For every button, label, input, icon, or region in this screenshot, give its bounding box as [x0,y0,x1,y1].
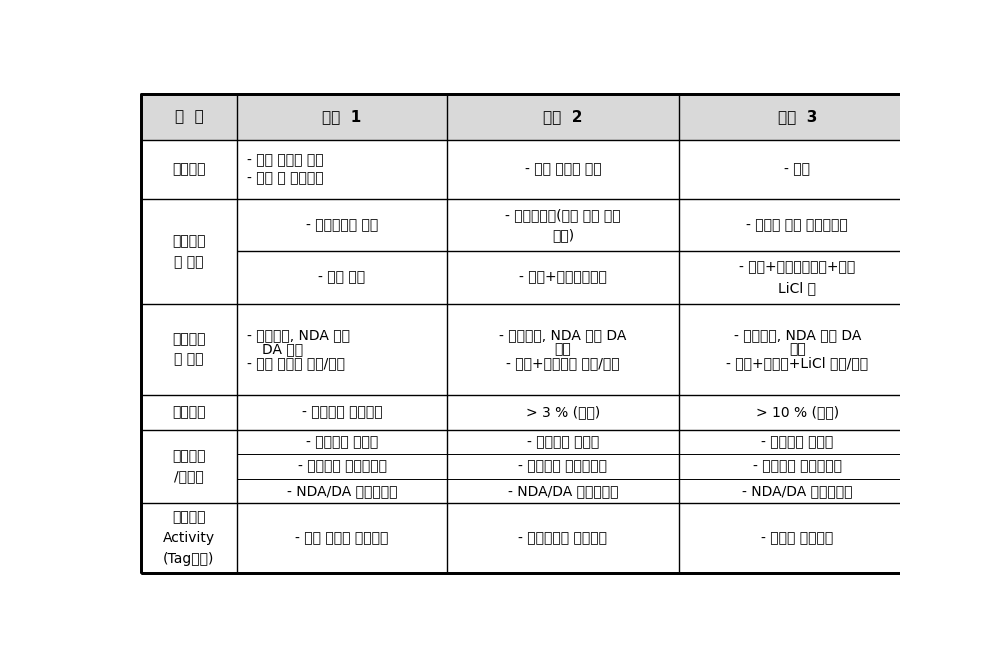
Text: - 무게측정, NDA 혹은 DA: - 무게측정, NDA 혹은 DA [734,328,861,343]
Text: - 금속전환체 운반용기: - 금속전환체 운반용기 [518,531,607,545]
Text: DA 분석: DA 분석 [262,342,303,356]
Text: - 금속+미전환산화물: - 금속+미전환산화물 [519,270,607,285]
Text: 방안  2: 방안 2 [543,109,583,124]
Text: - 잔류 용융염 제거: - 잔류 용융염 제거 [247,153,323,167]
Text: - 안전조치 영상데이터: - 안전조치 영상데이터 [518,459,607,473]
Text: - 금속전환체(파쇄 원래 형태
유지): - 금속전환체(파쇄 원래 형태 유지) [505,208,621,243]
Text: - 금속전환체 잉곳: - 금속전환체 잉곳 [306,218,378,232]
Text: - NDA/DA 분석데이터: - NDA/DA 분석데이터 [287,484,397,498]
Text: - 잔류 용융염 제거: - 잔류 용융염 제거 [525,163,601,176]
Text: 분석: 분석 [789,342,806,356]
Text: - 무게측정 데이터: - 무게측정 데이터 [306,435,378,449]
Text: 측정오차: 측정오차 [172,405,206,419]
Text: - 무게측정, NDA 혹은: - 무게측정, NDA 혹은 [247,328,350,343]
Text: > 3 % (추정): > 3 % (추정) [526,405,600,419]
Text: - 무게측정 데이터: - 무게측정 데이터 [527,435,599,449]
Text: - 무게측정, NDA 혹은 DA: - 무게측정, NDA 혹은 DA [499,328,627,343]
Text: - 안전조치 요건만족: - 안전조치 요건만족 [302,405,382,419]
Text: 공정구성: 공정구성 [172,163,206,176]
Text: 안전조치
Activity
(Tag부착): 안전조치 Activity (Tag부착) [163,511,215,566]
Text: - 순수 금속: - 순수 금속 [318,270,366,285]
Text: - 없음: - 없음 [784,163,810,176]
Text: - 절단 금속봉 운반용기: - 절단 금속봉 운반용기 [295,531,389,545]
Text: 분석: 분석 [554,342,571,356]
Text: 방안  3: 방안 3 [778,109,817,124]
Text: 계량방법
및 자료: 계량방법 및 자료 [172,332,206,367]
Text: - 금속+미전환산화물+잔류
LiCl 염: - 금속+미전환산화물+잔류 LiCl 염 [739,261,855,295]
Text: 항  목: 항 목 [175,109,203,124]
Text: - NDA/DA 분석데이터: - NDA/DA 분석데이터 [742,484,853,498]
Text: - 무게측정 데이터: - 무게측정 데이터 [761,435,833,449]
Text: > 10 % (추정): > 10 % (추정) [756,405,839,419]
Bar [140,94,916,139]
Text: - 용융 및 사출성형: - 용융 및 사출성형 [247,172,323,186]
Text: - 바스켓 운반용기: - 바스켓 운반용기 [761,531,833,545]
Text: - 금속+산화물의 무게/조성: - 금속+산화물의 무게/조성 [506,357,620,370]
Text: - NDA/DA 분석데이터: - NDA/DA 분석데이터 [508,484,618,498]
Text: - 순수 금속의 무게/조성: - 순수 금속의 무게/조성 [247,357,345,370]
Text: 방안  1: 방안 1 [322,109,362,124]
Text: 대상물질
및 조성: 대상물질 및 조성 [172,234,206,268]
Text: - 안전조치 영상데이터: - 안전조치 영상데이터 [753,459,842,473]
Text: - 바스켓 적재 금속전환체: - 바스켓 적재 금속전환체 [746,218,848,232]
Text: 문서기록
/전산화: 문서기록 /전산화 [172,449,206,484]
Text: - 안전조치 영상데이터: - 안전조치 영상데이터 [298,459,386,473]
Text: - 금속+산화물+LiCl 무게/조성: - 금속+산화물+LiCl 무게/조성 [726,357,868,370]
